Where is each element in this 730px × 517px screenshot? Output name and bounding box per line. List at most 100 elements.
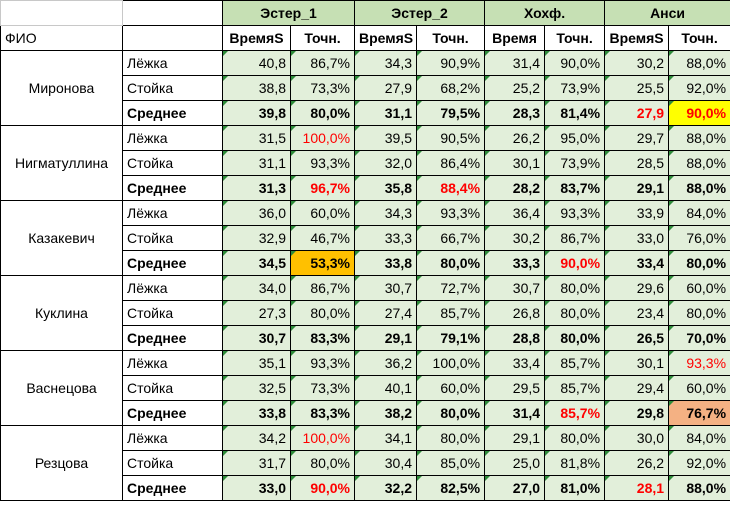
value-cell[interactable]: 26,2: [604, 450, 670, 476]
value-cell[interactable]: 90,0%: [668, 100, 730, 126]
group-header[interactable]: Хохф.: [484, 0, 606, 26]
value-cell[interactable]: 88,0%: [668, 475, 730, 501]
value-cell[interactable]: 33,3: [354, 225, 418, 251]
value-cell[interactable]: 39,8: [222, 100, 291, 126]
value-cell[interactable]: 27,9: [604, 100, 670, 126]
value-cell[interactable]: 90,5%: [416, 125, 486, 151]
value-cell[interactable]: 34,3: [354, 200, 418, 226]
value-cell[interactable]: 25,0: [484, 450, 546, 476]
value-cell[interactable]: 80,0%: [668, 300, 730, 326]
value-cell[interactable]: 100,0%: [416, 350, 486, 376]
value-cell[interactable]: 34,0: [222, 275, 291, 301]
value-cell[interactable]: 38,8: [222, 75, 291, 101]
value-cell[interactable]: 80,0%: [544, 300, 606, 326]
value-cell[interactable]: 79,1%: [416, 325, 486, 351]
value-cell[interactable]: 29,8: [604, 400, 670, 426]
value-cell[interactable]: 38,2: [354, 400, 418, 426]
value-cell[interactable]: 92,0%: [668, 75, 730, 101]
value-cell[interactable]: 85,7%: [544, 350, 606, 376]
value-cell[interactable]: 80,0%: [544, 275, 606, 301]
group-header[interactable]: Анси: [604, 0, 730, 26]
value-cell[interactable]: 29,1: [484, 425, 546, 451]
value-cell[interactable]: 31,4: [484, 400, 546, 426]
value-cell[interactable]: 33,8: [222, 400, 291, 426]
value-cell[interactable]: 80,0%: [544, 425, 606, 451]
value-cell[interactable]: 30,2: [604, 50, 670, 76]
value-cell[interactable]: 60,0%: [668, 375, 730, 401]
row-kind[interactable]: Лёжка: [122, 275, 223, 301]
column-header[interactable]: ВремяS: [354, 25, 418, 51]
value-cell[interactable]: 30,7: [484, 275, 546, 301]
value-cell[interactable]: 73,9%: [544, 150, 606, 176]
value-cell[interactable]: 34,5: [222, 250, 291, 276]
row-kind[interactable]: Среднее: [122, 175, 223, 201]
row-kind[interactable]: Среднее: [122, 250, 223, 276]
value-cell[interactable]: 84,0%: [668, 425, 730, 451]
person-name[interactable]: Миронова: [0, 50, 123, 126]
value-cell[interactable]: 25,2: [484, 75, 546, 101]
value-cell[interactable]: 40,1: [354, 375, 418, 401]
person-name[interactable]: Васнецова: [0, 350, 123, 426]
value-cell[interactable]: 85,7%: [544, 400, 606, 426]
column-header[interactable]: Точн.: [544, 25, 606, 51]
value-cell[interactable]: 53,3%: [289, 250, 356, 276]
value-cell[interactable]: 80,0%: [668, 250, 730, 276]
row-kind[interactable]: Лёжка: [122, 200, 223, 226]
value-cell[interactable]: 83,3%: [289, 400, 356, 426]
value-cell[interactable]: 72,7%: [416, 275, 486, 301]
value-cell[interactable]: 30,7: [222, 325, 291, 351]
value-cell[interactable]: 36,0: [222, 200, 291, 226]
cell-blank[interactable]: [0, 0, 123, 26]
person-name[interactable]: Куклина: [0, 275, 123, 351]
column-header[interactable]: Точн.: [289, 25, 356, 51]
value-cell[interactable]: 33,0: [222, 475, 291, 501]
value-cell[interactable]: 93,3%: [289, 150, 356, 176]
value-cell[interactable]: 36,2: [354, 350, 418, 376]
value-cell[interactable]: 31,1: [354, 100, 418, 126]
value-cell[interactable]: 27,4: [354, 300, 418, 326]
value-cell[interactable]: 28,8: [484, 325, 546, 351]
value-cell[interactable]: 86,7%: [289, 275, 356, 301]
value-cell[interactable]: 93,3%: [289, 350, 356, 376]
value-cell[interactable]: 85,0%: [416, 450, 486, 476]
column-header[interactable]: ВремяS: [604, 25, 670, 51]
column-header[interactable]: Точн.: [668, 25, 730, 51]
value-cell[interactable]: 33,3: [484, 250, 546, 276]
value-cell[interactable]: 93,3%: [416, 200, 486, 226]
value-cell[interactable]: 81,0%: [544, 475, 606, 501]
row-kind[interactable]: Стойка: [122, 225, 223, 251]
value-cell[interactable]: 73,9%: [544, 75, 606, 101]
value-cell[interactable]: 95,0%: [544, 125, 606, 151]
value-cell[interactable]: 29,4: [604, 375, 670, 401]
value-cell[interactable]: 28,2: [484, 175, 546, 201]
value-cell[interactable]: 25,5: [604, 75, 670, 101]
value-cell[interactable]: 28,5: [604, 150, 670, 176]
value-cell[interactable]: 31,7: [222, 450, 291, 476]
value-cell[interactable]: 39,5: [354, 125, 418, 151]
value-cell[interactable]: 33,8: [354, 250, 418, 276]
value-cell[interactable]: 80,0%: [289, 450, 356, 476]
value-cell[interactable]: 88,0%: [668, 175, 730, 201]
value-cell[interactable]: 80,0%: [416, 250, 486, 276]
value-cell[interactable]: 29,5: [484, 375, 546, 401]
value-cell[interactable]: 86,7%: [544, 225, 606, 251]
value-cell[interactable]: 88,0%: [668, 50, 730, 76]
value-cell[interactable]: 81,4%: [544, 100, 606, 126]
group-header[interactable]: Эстер_2: [354, 0, 486, 26]
value-cell[interactable]: 27,9: [354, 75, 418, 101]
value-cell[interactable]: 33,4: [604, 250, 670, 276]
cell-blank[interactable]: [122, 25, 223, 51]
value-cell[interactable]: 93,3%: [544, 200, 606, 226]
value-cell[interactable]: 36,4: [484, 200, 546, 226]
column-header[interactable]: ВремяS: [222, 25, 291, 51]
row-kind[interactable]: Среднее: [122, 325, 223, 351]
row-kind[interactable]: Среднее: [122, 100, 223, 126]
value-cell[interactable]: 83,7%: [544, 175, 606, 201]
value-cell[interactable]: 88,4%: [416, 175, 486, 201]
value-cell[interactable]: 80,0%: [289, 100, 356, 126]
value-cell[interactable]: 26,5: [604, 325, 670, 351]
value-cell[interactable]: 30,2: [484, 225, 546, 251]
row-kind[interactable]: Лёжка: [122, 425, 223, 451]
column-header[interactable]: Время: [484, 25, 546, 51]
value-cell[interactable]: 73,3%: [289, 375, 356, 401]
